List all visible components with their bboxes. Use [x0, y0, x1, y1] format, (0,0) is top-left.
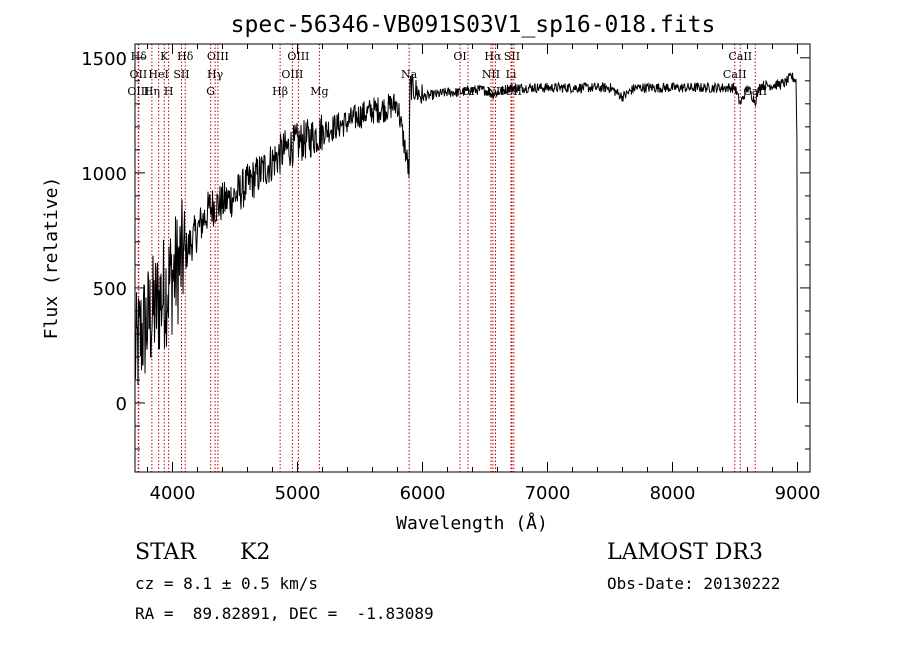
y-tick-label: 0	[116, 394, 127, 415]
line-label: OIII	[287, 50, 309, 63]
x-tick-label: 4000	[150, 483, 196, 504]
spectrum-trace	[134, 72, 798, 404]
line-label: H	[164, 85, 174, 98]
line-label: Hδ	[177, 50, 194, 63]
line-label: Hγ	[207, 68, 224, 81]
plot-frame	[134, 43, 811, 473]
ra-dec: RA = 89.82891, DEC = -1.83089	[135, 604, 434, 623]
line-label: OIII	[281, 68, 303, 81]
line-label: HeI	[148, 68, 168, 81]
object-class: STAR	[135, 540, 196, 565]
line-label: OIII	[127, 85, 149, 98]
line-label: CaII	[728, 50, 752, 63]
spectral-line-markers: Hδ OII OIII K HeI Hη H Hδ SII OIII Hγ G Hβ OIII OIII Mg…	[127, 44, 767, 472]
line-label: Hβ	[272, 85, 288, 98]
chart-title: spec-56346-VB091S03V1_sp16-018.fits	[231, 12, 716, 38]
line-label: Hη	[144, 85, 160, 98]
line-label: Hα	[484, 50, 502, 63]
line-label: CaII	[723, 68, 747, 81]
line-label: Mg	[310, 85, 328, 98]
line-label: OII	[130, 68, 148, 81]
line-label: SII	[504, 50, 520, 63]
y-axis-label: Flux (relative)	[41, 177, 62, 340]
x-tick-label: 6000	[400, 483, 446, 504]
survey-name: LAMOST DR3	[607, 540, 763, 565]
x-tick-label: 8000	[650, 483, 696, 504]
line-label: K	[160, 50, 169, 63]
y-tick-label: 1500	[81, 49, 127, 70]
line-label: Hδ	[131, 50, 148, 63]
line-label: Na	[401, 68, 418, 81]
object-subclass: K2	[240, 540, 271, 565]
x-axis-label: Wavelength (Å)	[396, 512, 548, 534]
redshift-velocity: cz = 8.1 ± 0.5 km/s	[135, 574, 319, 593]
line-label: NII	[482, 68, 500, 81]
observation-date: Obs-Date: 20130222	[607, 574, 781, 593]
y-tick-label: 1000	[81, 164, 127, 185]
line-label: G	[206, 85, 215, 98]
line-label: OI	[453, 50, 466, 63]
line-label: SII	[173, 68, 189, 81]
line-label: Li	[506, 68, 517, 81]
x-tick-label: 5000	[275, 483, 321, 504]
y-tick-label: 500	[93, 279, 127, 300]
x-tick-label: 7000	[525, 483, 571, 504]
axis-ticks: 4000 5000 6000 7000 8000 9000 0 500 1000 1500	[81, 44, 820, 504]
line-label: OIII	[207, 50, 229, 63]
x-tick-label: 9000	[775, 483, 821, 504]
